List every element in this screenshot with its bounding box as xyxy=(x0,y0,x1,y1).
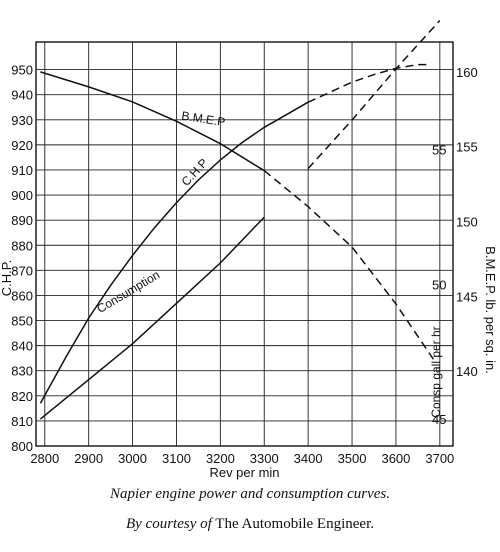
consumption-tick-label: 50 xyxy=(432,277,446,292)
grid xyxy=(35,41,454,447)
bmep-tick-label: 150 xyxy=(456,215,478,230)
chp-tick-label: 820 xyxy=(11,389,33,404)
plot-frame xyxy=(35,41,454,447)
chp-tick-label: 870 xyxy=(11,263,33,278)
x-tick-label: 3700 xyxy=(425,451,454,466)
tick-labels: 2800 2900 3000 3100 3200 3300 3400 3500 3600 3700… xyxy=(11,63,477,466)
consumption-curve-dashed xyxy=(307,19,441,170)
chp-tick-label: 950 xyxy=(11,63,33,78)
x-tick-label: 3300 xyxy=(250,451,279,466)
chp-tick-label: 800 xyxy=(11,439,33,454)
bmep-tick-label: 145 xyxy=(456,289,478,304)
chp-curve-dashed xyxy=(307,63,432,103)
x-tick-label: 2800 xyxy=(30,451,59,466)
chp-tick-label: 920 xyxy=(11,138,33,153)
x-tick-label: 3500 xyxy=(338,451,367,466)
consumption-curve-label: Consumption xyxy=(94,268,162,316)
bmep-tick-label: 155 xyxy=(456,140,478,155)
x-tick-label: 3400 xyxy=(294,451,323,466)
consumption-curve-solid xyxy=(39,216,265,420)
x-tick-label: 3000 xyxy=(118,451,147,466)
chp-tick-label: 860 xyxy=(11,288,33,303)
x-tick-label: 2900 xyxy=(74,451,103,466)
chp-tick-label: 850 xyxy=(11,314,33,329)
bmep-curve-dashed xyxy=(263,170,437,363)
chp-tick-label: 840 xyxy=(11,339,33,354)
caption-prefix: By courtesy of xyxy=(125,516,212,532)
x-tick-label: 3100 xyxy=(162,451,191,466)
chp-tick-label: 880 xyxy=(11,238,33,253)
x-tick-label: 3600 xyxy=(381,451,410,466)
chp-tick-label: 940 xyxy=(11,88,33,103)
consumption-tick-label: 55 xyxy=(432,143,446,158)
bmep-axis-label: B.M.E.P. lb. per sq. in. xyxy=(483,246,498,374)
chp-tick-label: 910 xyxy=(11,163,33,178)
axis-labels: Rev per min C.H.P. B.M.E.P. lb. per sq. in… xyxy=(0,246,498,480)
chp-tick-label: 900 xyxy=(11,188,33,203)
consumption-axis-label: Consp gall per hr xyxy=(429,326,443,417)
chp-tick-label: 810 xyxy=(11,414,33,429)
chp-tick-label: 890 xyxy=(11,213,33,228)
consumption-tick-label: 45 xyxy=(432,412,446,427)
chp-axis-label: C.H.P. xyxy=(0,260,14,297)
bmep-curve-label: B.M.E.P xyxy=(181,108,227,129)
chp-tick-label: 830 xyxy=(11,364,33,379)
x-axis-label: Rev per min xyxy=(209,465,279,480)
caption-source: The Automobile Engineer. xyxy=(215,516,374,532)
caption-credit: By courtesy of The Automobile Engineer. xyxy=(0,516,500,533)
bmep-tick-label: 160 xyxy=(456,65,478,80)
chp-tick-label: 930 xyxy=(11,113,33,128)
bmep-curve-solid xyxy=(40,71,265,172)
chp-curve-solid xyxy=(39,101,309,404)
caption-title: Napier engine power and consumption curv… xyxy=(110,486,390,502)
x-tick-label: 3200 xyxy=(206,451,235,466)
bmep-tick-label: 140 xyxy=(456,364,478,379)
